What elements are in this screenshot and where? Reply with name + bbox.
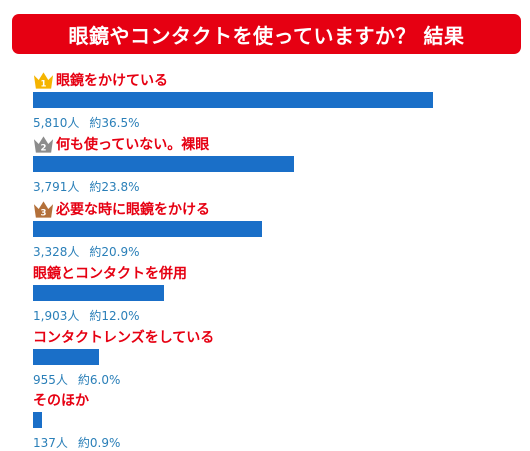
value-label: 955人 約6.0% bbox=[33, 371, 513, 388]
chart-item: 3 必要な時に眼鏡をかける 3,328人 約20.9% bbox=[33, 199, 513, 260]
chart-item: 2 何も使っていない。裸眼 3,791人 約23.8% bbox=[33, 134, 513, 195]
item-label-row: そのほか bbox=[33, 390, 513, 410]
bar bbox=[33, 349, 99, 365]
chart-item: 1 眼鏡をかけている 5,810人 約36.5% bbox=[33, 70, 513, 131]
count-label: 137人 bbox=[33, 436, 68, 450]
category-label: 必要な時に眼鏡をかける bbox=[56, 202, 210, 218]
value-label: 1,903人 約12.0% bbox=[33, 307, 513, 324]
value-label: 3,328人 約20.9% bbox=[33, 243, 513, 260]
percent-label: 約0.9% bbox=[77, 436, 121, 450]
chart-title: 眼鏡やコンタクトを使っていますか？ 結果 bbox=[12, 14, 521, 54]
percent-label: 約36.5% bbox=[89, 116, 140, 130]
item-label-row: 3 必要な時に眼鏡をかける bbox=[33, 199, 513, 219]
rank-number: 3 bbox=[41, 209, 47, 219]
count-label: 5,810人 bbox=[33, 116, 80, 130]
item-label-row: 1 眼鏡をかけている bbox=[33, 70, 513, 90]
count-label: 3,328人 bbox=[33, 245, 80, 259]
count-label: 1,903人 bbox=[33, 309, 80, 323]
bar bbox=[33, 285, 164, 301]
chart-item: 眼鏡とコンタクトを併用 1,903人 約12.0% bbox=[33, 263, 513, 324]
count-label: 3,791人 bbox=[33, 180, 80, 194]
item-label-row: 2 何も使っていない。裸眼 bbox=[33, 134, 513, 154]
rank-crown-icon: 2 bbox=[33, 136, 54, 154]
item-label-row: コンタクトレンズをしている bbox=[33, 327, 513, 347]
chart-item: そのほか 137人 約0.9% bbox=[33, 390, 513, 451]
percent-label: 約23.8% bbox=[89, 180, 140, 194]
value-label: 3,791人 約23.8% bbox=[33, 178, 513, 195]
value-label: 137人 約0.9% bbox=[33, 434, 513, 451]
value-label: 5,810人 約36.5% bbox=[33, 114, 513, 131]
count-label: 955人 bbox=[33, 373, 68, 387]
percent-label: 約12.0% bbox=[89, 309, 140, 323]
item-label-row: 眼鏡とコンタクトを併用 bbox=[33, 263, 513, 283]
category-label: 眼鏡をかけている bbox=[56, 73, 168, 89]
bar bbox=[33, 412, 42, 428]
bar bbox=[33, 156, 294, 172]
category-label: 何も使っていない。裸眼 bbox=[56, 137, 210, 153]
rank-crown-icon: 1 bbox=[33, 72, 54, 90]
category-label: コンタクトレンズをしている bbox=[33, 330, 215, 346]
rank-crown-icon: 3 bbox=[33, 201, 54, 219]
category-label: 眼鏡とコンタクトを併用 bbox=[33, 266, 187, 282]
chart-item: コンタクトレンズをしている 955人 約6.0% bbox=[33, 327, 513, 388]
percent-label: 約20.9% bbox=[89, 245, 140, 259]
rank-number: 1 bbox=[41, 80, 47, 90]
bar bbox=[33, 221, 262, 237]
rank-number: 2 bbox=[41, 144, 47, 154]
percent-label: 約6.0% bbox=[77, 373, 121, 387]
bar bbox=[33, 92, 433, 108]
category-label: そのほか bbox=[33, 393, 89, 409]
